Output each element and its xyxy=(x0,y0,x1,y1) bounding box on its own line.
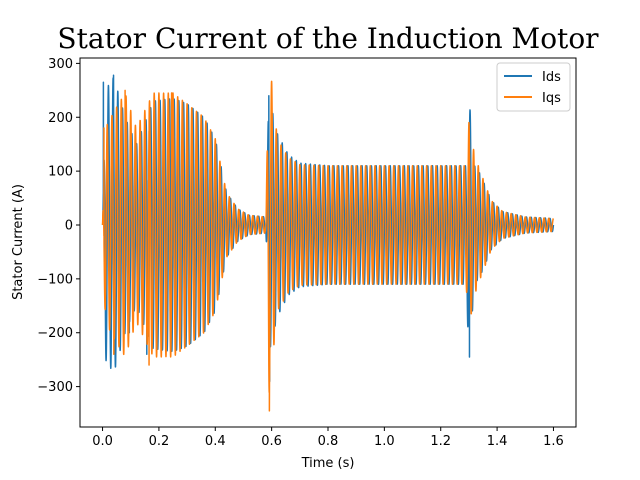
y-axis-label: Stator Current (A) xyxy=(11,184,26,300)
legend-label-iqs: Iqs xyxy=(542,91,561,106)
y-tick-label: 100 xyxy=(48,165,73,180)
y-tick-label: −200 xyxy=(37,326,73,341)
series-layer xyxy=(101,74,555,412)
x-tick-label: 1.0 xyxy=(374,434,395,449)
x-tick-label: 0.8 xyxy=(318,434,339,449)
x-axis-label: Time (s) xyxy=(301,456,355,471)
x-tick-label: 1.6 xyxy=(543,434,564,449)
x-tick-label: 0.2 xyxy=(149,434,170,449)
y-tick-label: 0 xyxy=(65,218,73,233)
legend: Ids Iqs xyxy=(496,62,571,112)
legend-label-ids: Ids xyxy=(542,70,561,85)
series-line-ids xyxy=(101,74,555,382)
y-axis: −300 −200 −100 0 100 200 300 xyxy=(37,57,80,395)
y-tick-label: 300 xyxy=(48,57,73,72)
x-axis: 0.0 0.2 0.4 0.6 0.8 1.0 1.2 1.4 1.6 xyxy=(92,427,564,449)
series-line-iqs xyxy=(101,80,555,412)
x-tick-label: 1.2 xyxy=(430,434,451,449)
y-tick-label: −300 xyxy=(37,380,73,395)
y-tick-label: −100 xyxy=(37,272,73,287)
x-tick-label: 0.6 xyxy=(261,434,282,449)
x-tick-label: 0.0 xyxy=(92,434,113,449)
x-tick-label: 1.4 xyxy=(487,434,508,449)
x-tick-label: 0.4 xyxy=(205,434,226,449)
y-tick-label: 200 xyxy=(48,111,73,126)
chart-title: Stator Current of the Induction Motor xyxy=(57,22,599,55)
